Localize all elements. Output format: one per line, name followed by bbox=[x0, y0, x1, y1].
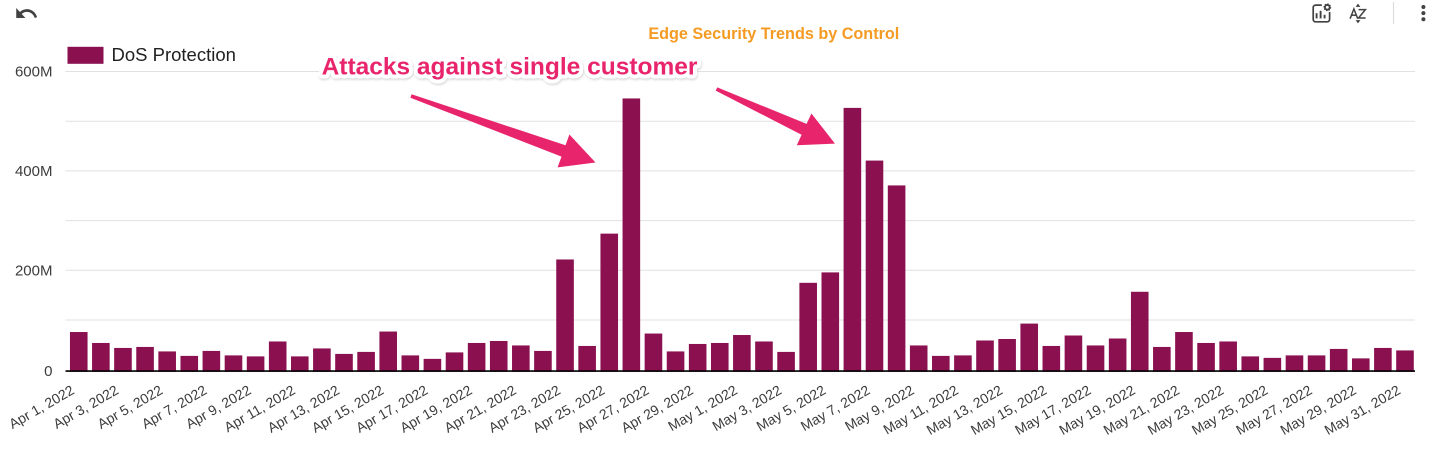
svg-text:DoS Protection: DoS Protection bbox=[112, 44, 236, 65]
svg-text:Edge Security Trends by Contro: Edge Security Trends by Control bbox=[648, 25, 899, 43]
svg-text:0: 0 bbox=[44, 363, 52, 380]
svg-text:Attacks against single custome: Attacks against single customer bbox=[322, 54, 698, 81]
svg-text:600M: 600M bbox=[15, 64, 53, 81]
svg-text:400M: 400M bbox=[15, 163, 53, 180]
svg-text:200M: 200M bbox=[15, 263, 53, 280]
